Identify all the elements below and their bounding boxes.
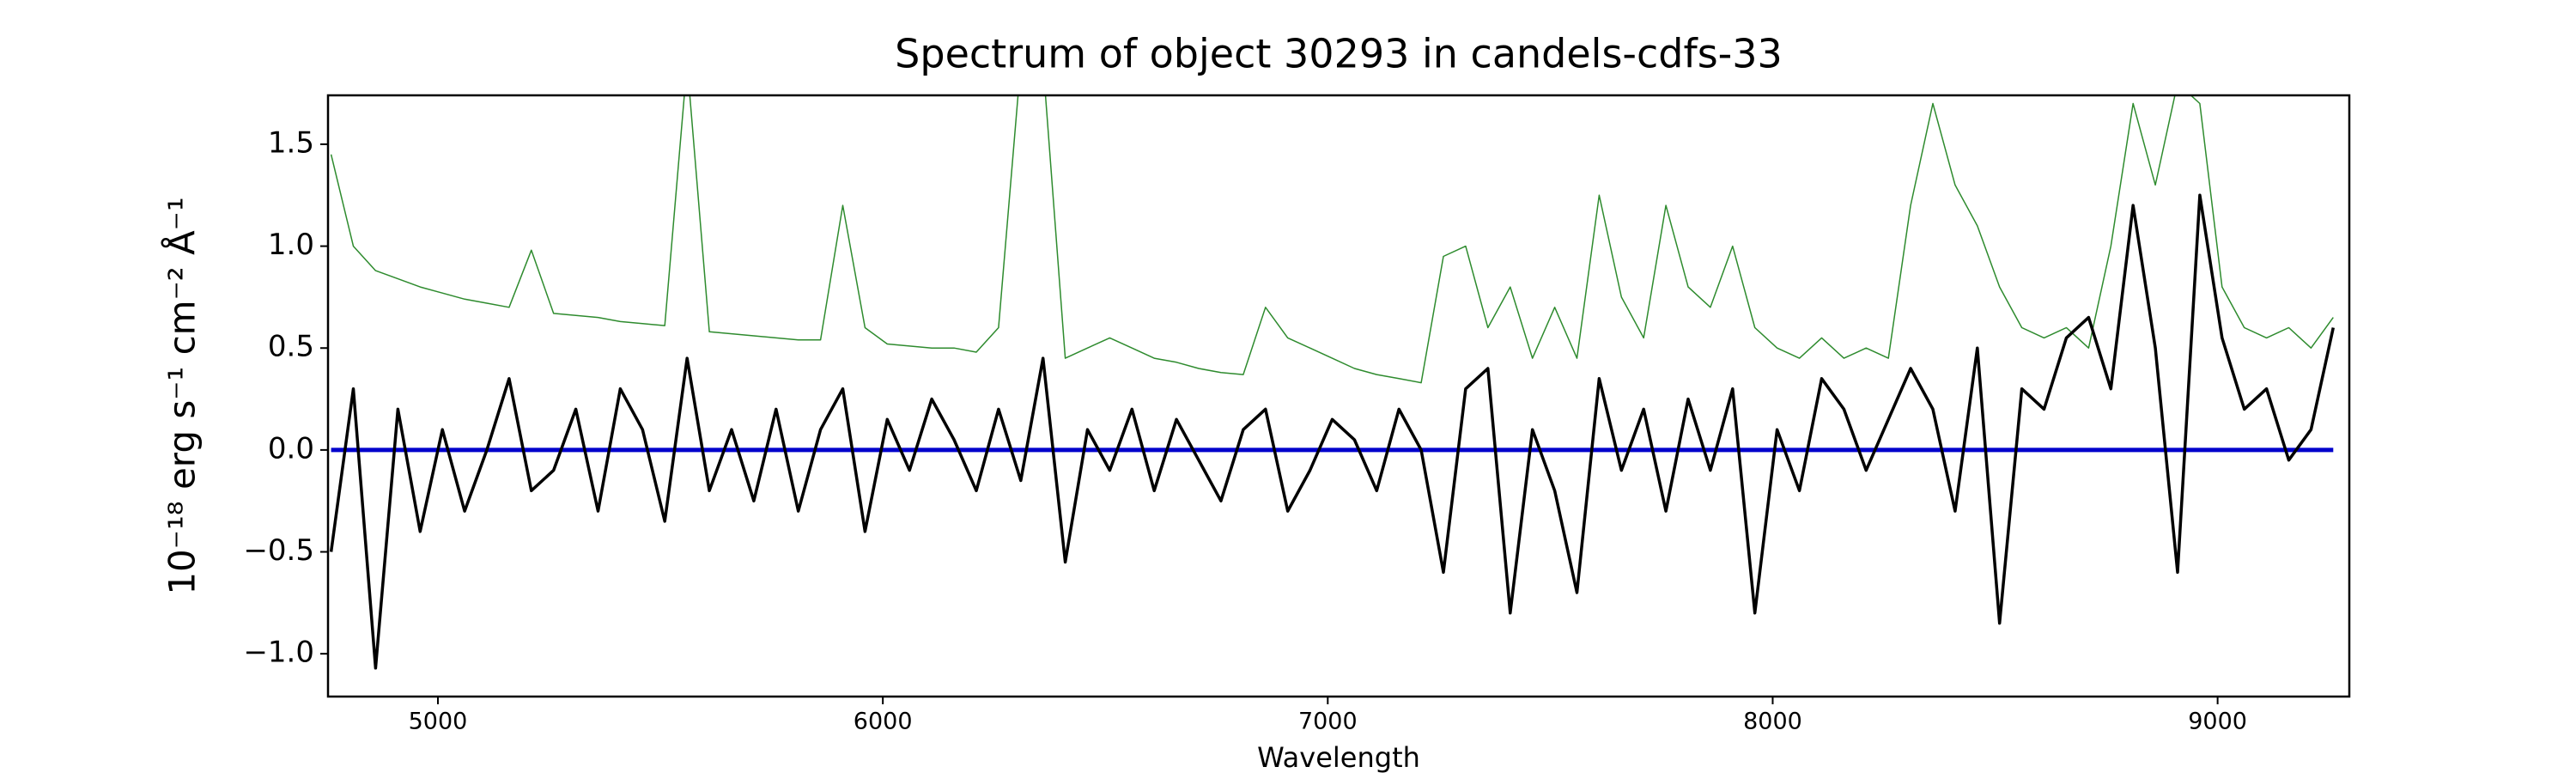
y-tick-label: 0.0 — [268, 431, 314, 466]
spectrum-line — [330, 95, 2334, 384]
y-tick-label: 1.0 — [268, 228, 314, 262]
x-tick-label: 6000 — [854, 709, 913, 735]
plot-area — [329, 95, 2336, 670]
y-tick-label: 0.5 — [268, 330, 314, 364]
x-tick-label: 9000 — [2188, 709, 2247, 735]
x-tick-label: 8000 — [1743, 709, 1802, 735]
x-tick-label: 5000 — [409, 709, 468, 735]
x-axis-label: Wavelength — [1257, 741, 1420, 773]
y-tick-label: 1.5 — [268, 125, 314, 160]
axes-frame — [326, 94, 2351, 698]
x-tick-label: 7000 — [1298, 709, 1358, 735]
spectrum-line — [329, 193, 2336, 670]
y-tick-label: −0.5 — [243, 533, 314, 568]
y-axis-label: 10⁻¹⁸ erg s⁻¹ cm⁻² Å⁻¹ — [161, 197, 204, 594]
y-tick-label: −1.0 — [243, 636, 314, 670]
chart-title: Spectrum of object 30293 in candels-cdfs… — [895, 31, 1783, 77]
